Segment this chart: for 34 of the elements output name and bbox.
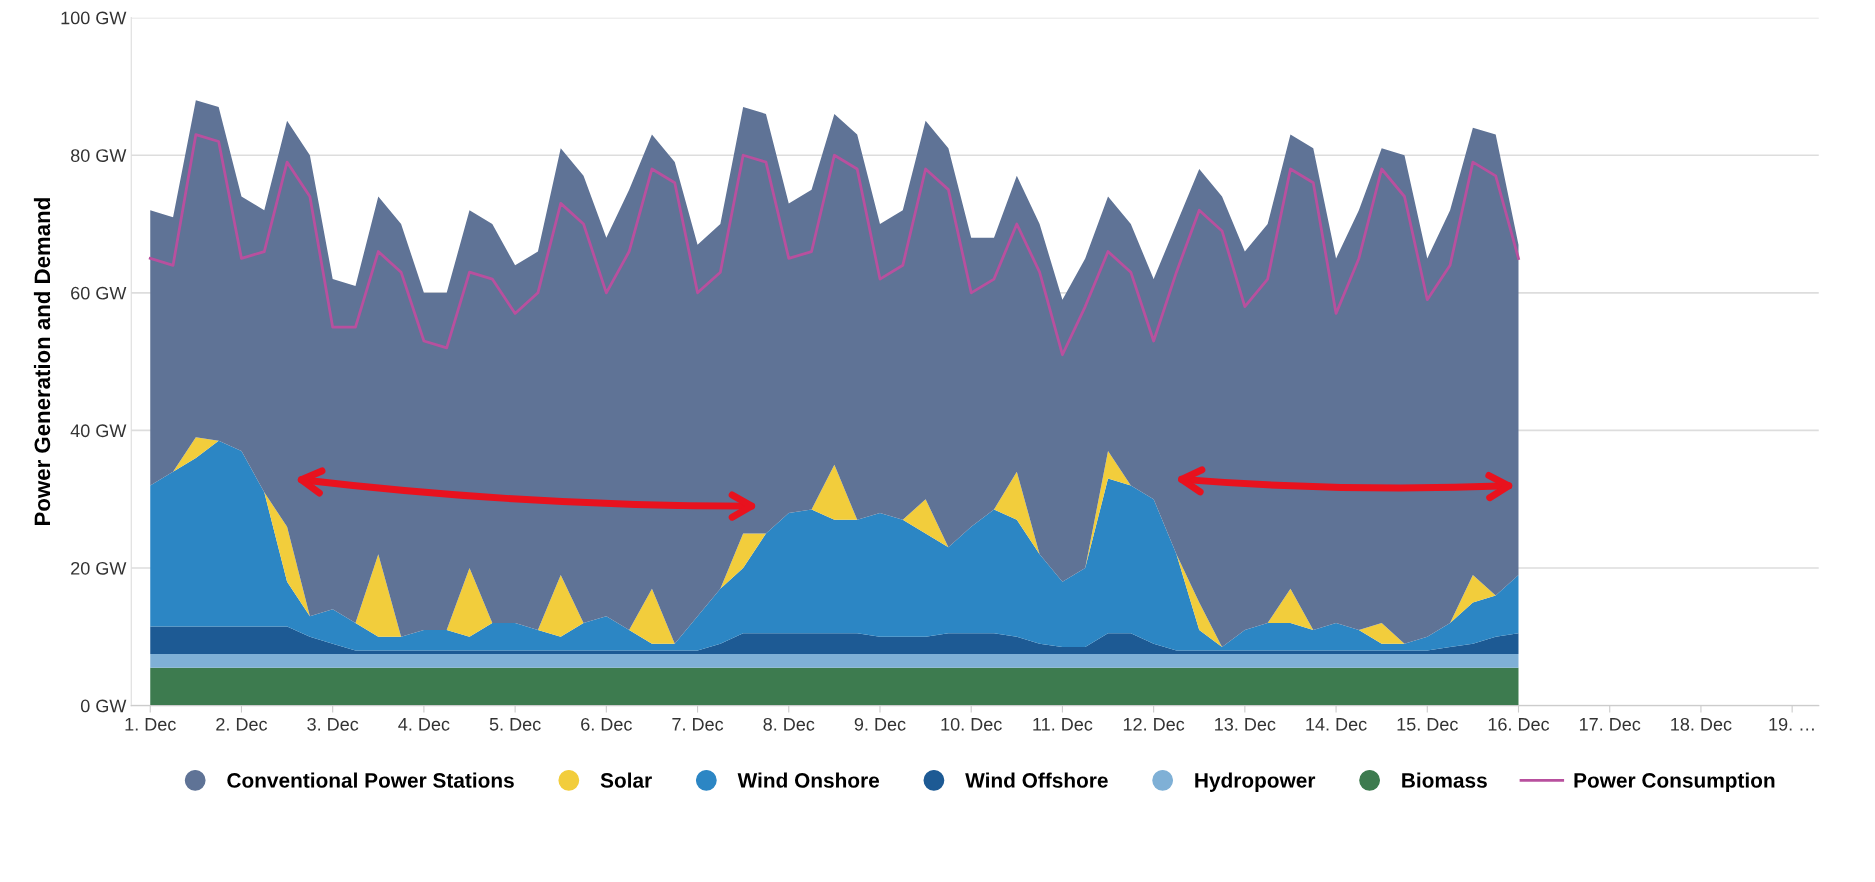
- line-series: [148, 133, 1520, 357]
- x-tick-label: 13. Dec: [1215, 717, 1276, 731]
- x-tick-label: 2. Dec: [216, 717, 268, 731]
- y-axis-title: Power Generation and Demand: [33, 198, 51, 525]
- x-tick-label: 11. Dec: [1033, 718, 1093, 731]
- x-tick-label: 3. Dec: [307, 717, 359, 731]
- legend-label: Biomass: [1402, 772, 1487, 788]
- x-tick-label: 6. Dec: [581, 717, 632, 731]
- legend-label: Solar: [600, 772, 652, 788]
- y-tick-label: 60 GW: [71, 286, 127, 300]
- y-tick-label: 40 GW: [70, 424, 127, 438]
- legend-label: Power Consumption: [1574, 772, 1775, 792]
- x-tick-label: 7. Dec: [672, 718, 724, 731]
- x-tick-label: 16. Dec: [1488, 717, 1550, 731]
- x-tick-label: 9. Dec: [854, 717, 906, 731]
- x-tick-label: 1. Dec: [125, 718, 176, 731]
- legend-label: Wind Offshore: [965, 772, 1108, 788]
- y-tick-label: 20 GW: [71, 561, 127, 575]
- legend-label: Hydropower: [1195, 772, 1316, 792]
- x-tick-label: 17. Dec: [1579, 718, 1641, 731]
- x-tick-label: 18. Dec: [1671, 717, 1732, 731]
- x-tick-label: 19. …: [1769, 717, 1814, 731]
- x-tick-label: 10. Dec: [941, 717, 1002, 731]
- x-tick-label: 12. Dec: [1123, 717, 1185, 731]
- legend-label: Wind Onshore: [737, 772, 880, 788]
- y-tick-label: 100 GW: [61, 11, 127, 25]
- legend-label: Conventional Power Stations: [227, 772, 514, 788]
- y-tick-label: 80 GW: [70, 149, 127, 162]
- y-tick-label: 0 GW: [80, 699, 127, 713]
- x-tick-label: 4. Dec: [398, 718, 450, 731]
- x-tick-label: 5. Dec: [489, 718, 541, 731]
- x-tick-label: 8. Dec: [763, 717, 815, 731]
- x-tick-label: 14. Dec: [1306, 718, 1367, 731]
- x-tick-label: 15. Dec: [1397, 718, 1458, 731]
